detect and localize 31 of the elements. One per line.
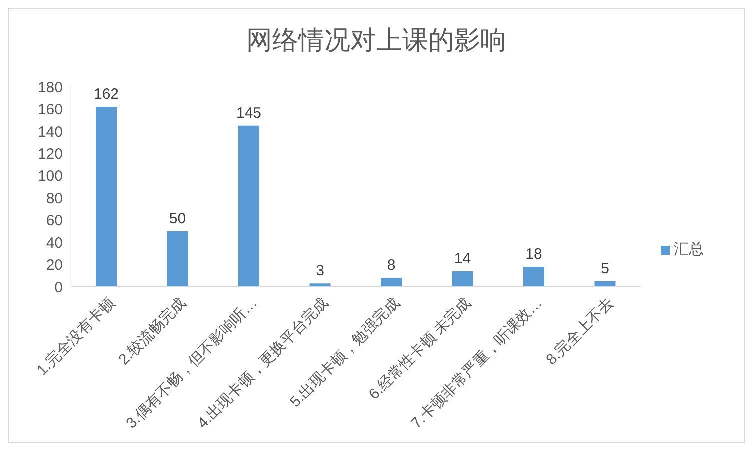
y-tick-label: 180 <box>38 79 63 96</box>
y-tick-label: 40 <box>46 234 63 252</box>
y-tick-label: 0 <box>54 279 63 296</box>
y-tick-label: 140 <box>38 124 63 141</box>
x-tick-label: 2.较流畅完成 <box>116 294 190 369</box>
y-tick-label: 20 <box>46 257 63 274</box>
x-tick-label: 1.完全没有卡顿 <box>34 294 118 380</box>
bar <box>238 126 260 287</box>
bar <box>96 107 117 287</box>
bar <box>594 281 616 287</box>
data-label: 5 <box>601 260 610 278</box>
data-label: 162 <box>94 86 120 103</box>
data-label: 8 <box>387 257 396 274</box>
data-label: 145 <box>236 104 262 122</box>
y-tick-label: 120 <box>38 146 63 163</box>
y-tick-label: 60 <box>46 212 63 230</box>
y-tick-label: 80 <box>46 190 63 208</box>
chart-title: 网络情况对上课的影响 <box>246 24 508 57</box>
bar <box>310 284 331 287</box>
bar <box>524 267 544 287</box>
data-label: 3 <box>316 262 324 280</box>
data-label: 14 <box>454 250 472 268</box>
data-label: 50 <box>169 210 186 228</box>
y-tick-label: 100 <box>38 168 63 186</box>
bar <box>381 278 402 287</box>
bar <box>167 231 188 287</box>
legend-label: 汇总 <box>674 241 704 258</box>
x-tick-label: 8.完全上不去 <box>543 294 618 369</box>
y-tick-label: 160 <box>38 102 63 119</box>
data-label: 18 <box>526 246 542 263</box>
bar <box>452 271 474 287</box>
